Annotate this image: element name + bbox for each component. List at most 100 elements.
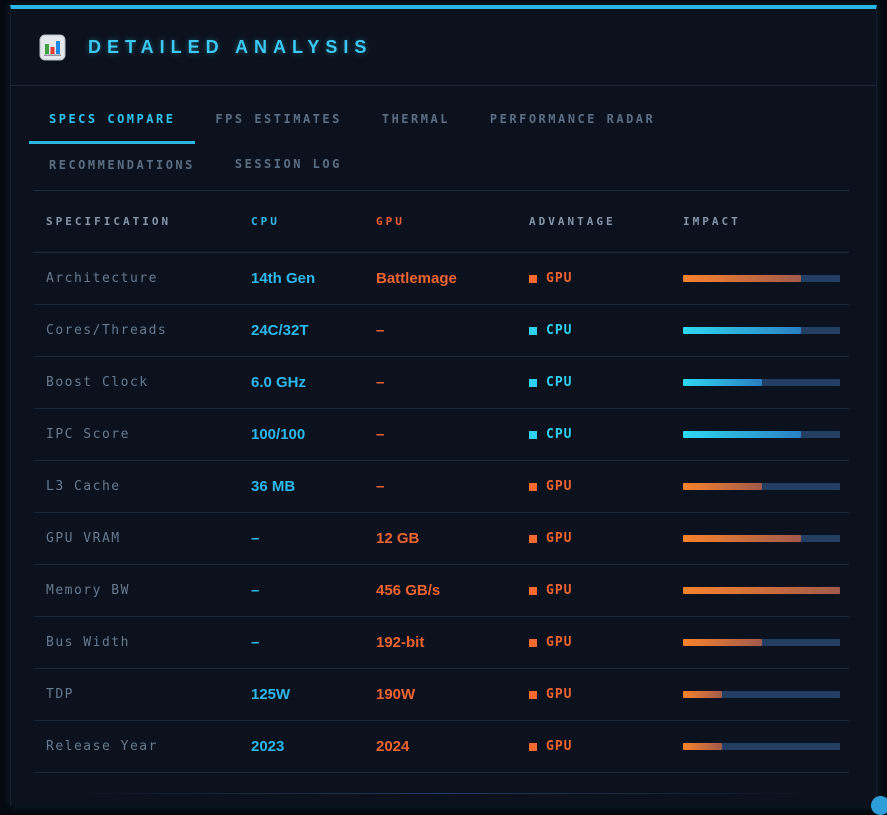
table-row: Cores/Threads 24C/32T – CPU (34, 305, 849, 357)
advantage-square-icon (529, 431, 537, 439)
advantage-label: CPU (546, 375, 572, 390)
gpu-value: Battlemage (376, 270, 529, 287)
impact-bar-fill (683, 535, 801, 542)
table-row: Release Year 2023 2024 GPU (34, 721, 849, 773)
advantage-badge: GPU (529, 739, 683, 754)
impact-bar-fill (683, 379, 762, 386)
advantage-square-icon (529, 691, 537, 699)
impact-bar-fill (683, 691, 722, 698)
spec-label: Cores/Threads (46, 323, 251, 338)
advantage-label: GPU (546, 271, 572, 286)
advantage-badge: GPU (529, 531, 683, 546)
impact-bar (683, 431, 840, 438)
table-row: Memory BW – 456 GB/s GPU (34, 565, 849, 617)
cpu-value: 100/100 (251, 426, 376, 443)
gpu-value: 2024 (376, 738, 529, 755)
cpu-value: – (251, 582, 376, 599)
table-header-row: SPECIFICATION CPU GPU ADVANTAGE IMPACT (34, 191, 849, 253)
col-header-gpu: GPU (376, 215, 529, 228)
table-row: Boost Clock 6.0 GHz – CPU (34, 357, 849, 409)
impact-bar (683, 743, 840, 750)
spec-label: Memory BW (46, 583, 251, 598)
gpu-value: 190W (376, 686, 529, 703)
advantage-label: GPU (546, 531, 572, 546)
gpu-value: – (376, 374, 529, 391)
col-header-advantage: ADVANTAGE (529, 215, 683, 228)
cpu-value: 125W (251, 686, 376, 703)
impact-bar (683, 691, 840, 698)
tab-specs-compare[interactable]: SPECS COMPARE (29, 98, 195, 144)
col-header-specification: SPECIFICATION (46, 215, 251, 228)
spec-label: Release Year (46, 739, 251, 754)
advantage-label: GPU (546, 583, 572, 598)
impact-bar-fill (683, 275, 801, 282)
gpu-value: 192-bit (376, 634, 529, 651)
tab-fps-estimates[interactable]: FPS ESTIMATES (195, 98, 361, 144)
impact-bar-fill (683, 587, 840, 594)
cpu-value: 14th Gen (251, 270, 376, 287)
table-row: Bus Width – 192-bit GPU (34, 617, 849, 669)
spec-label: Boost Clock (46, 375, 251, 390)
panel-header: DETAILED ANALYSIS (11, 9, 876, 86)
gpu-value: 456 GB/s (376, 582, 529, 599)
impact-bar (683, 379, 840, 386)
impact-bar-fill (683, 483, 762, 490)
advantage-square-icon (529, 587, 537, 595)
advantage-square-icon (529, 379, 537, 387)
cpu-value: – (251, 634, 376, 651)
advantage-square-icon (529, 327, 537, 335)
gpu-value: – (376, 322, 529, 339)
table-row: Architecture 14th Gen Battlemage GPU (34, 253, 849, 305)
table-body: Architecture 14th Gen Battlemage GPU Cor… (34, 253, 849, 773)
advantage-label: GPU (546, 479, 572, 494)
advantage-badge: GPU (529, 479, 683, 494)
advantage-badge: GPU (529, 583, 683, 598)
advantage-label: GPU (546, 635, 572, 650)
impact-bar-fill (683, 431, 801, 438)
table-row: L3 Cache 36 MB – GPU (34, 461, 849, 513)
spec-label: TDP (46, 687, 251, 702)
advantage-label: GPU (546, 739, 572, 754)
advantage-square-icon (529, 483, 537, 491)
advantage-label: GPU (546, 687, 572, 702)
advantage-label: CPU (546, 323, 572, 338)
impact-bar-fill (683, 327, 801, 334)
impact-bar-fill (683, 639, 762, 646)
tab-thermal[interactable]: THERMAL (362, 98, 470, 144)
col-header-impact: IMPACT (683, 215, 849, 228)
spec-label: GPU VRAM (46, 531, 251, 546)
spec-label: Bus Width (46, 635, 251, 650)
table-row: GPU VRAM – 12 GB GPU (34, 513, 849, 565)
tab-recommendations[interactable]: RECOMMENDATIONS (29, 144, 215, 190)
advantage-square-icon (529, 275, 537, 283)
impact-bar (683, 587, 840, 594)
gpu-value: 12 GB (376, 530, 529, 547)
detailed-analysis-panel: DETAILED ANALYSIS SPECS COMPARE FPS ESTI… (10, 5, 877, 806)
tab-performance-radar[interactable]: PERFORMANCE RADAR (470, 98, 675, 144)
advantage-badge: GPU (529, 271, 683, 286)
cpu-value: 6.0 GHz (251, 374, 376, 391)
advantage-square-icon (529, 639, 537, 647)
cpu-value: 24C/32T (251, 322, 376, 339)
spec-label: Architecture (46, 271, 251, 286)
bar-chart-icon (39, 34, 66, 61)
impact-bar-fill (683, 743, 722, 750)
impact-bar (683, 483, 840, 490)
impact-bar (683, 275, 840, 282)
specs-table: SPECIFICATION CPU GPU ADVANTAGE IMPACT A… (34, 190, 849, 773)
spec-label: L3 Cache (46, 479, 251, 494)
tab-bar: SPECS COMPARE FPS ESTIMATES THERMAL PERF… (29, 86, 858, 190)
col-header-cpu: CPU (251, 215, 376, 228)
impact-bar (683, 535, 840, 542)
advantage-badge: CPU (529, 323, 683, 338)
advantage-badge: GPU (529, 635, 683, 650)
advantage-badge: GPU (529, 687, 683, 702)
tab-session-log[interactable]: SESSION LOG (215, 144, 362, 184)
cpu-value: 36 MB (251, 478, 376, 495)
cpu-value: 2023 (251, 738, 376, 755)
gpu-value: – (376, 426, 529, 443)
advantage-square-icon (529, 535, 537, 543)
page-title: DETAILED ANALYSIS (88, 37, 372, 58)
footer-divider (69, 793, 816, 794)
spec-label: IPC Score (46, 427, 251, 442)
